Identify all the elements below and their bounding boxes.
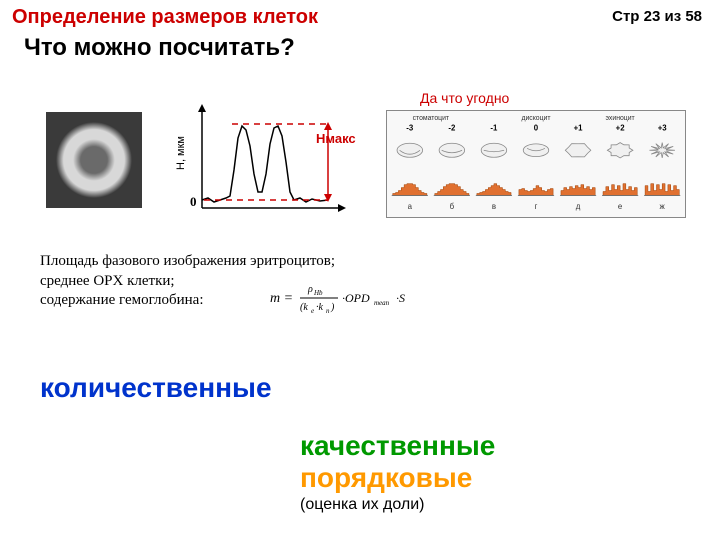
- svg-text:0: 0: [190, 194, 197, 209]
- svg-text:): ): [330, 302, 335, 313]
- svg-text:е: е: [618, 202, 623, 211]
- height-profile-chart: H, мкм 0: [170, 100, 350, 224]
- slide: Определение размеров клеток Стр 23 из 58…: [0, 0, 720, 540]
- morphology-panel: стоматоцит дискоцит эхиноцит -3 -2 -1 0 +1 +2 +3 а…: [386, 110, 686, 218]
- svg-text:0: 0: [534, 124, 539, 133]
- formula: m = ρ Hb (k e ·k п ) ·OPD mean ·S: [270, 280, 420, 321]
- ordinal-note: (оценка их доли): [300, 496, 425, 514]
- svg-text:ρ: ρ: [307, 284, 313, 295]
- svg-text:эхиноцит: эхиноцит: [606, 115, 636, 122]
- anything-label: Да что угодно: [420, 90, 509, 106]
- svg-text:(k: (k: [300, 302, 308, 313]
- hmax-label: Hмакс: [316, 132, 346, 146]
- svg-text:-3: -3: [406, 124, 414, 133]
- svg-text:п: п: [326, 307, 330, 315]
- svg-text:e: e: [311, 307, 314, 315]
- quantitative-label: количественные: [40, 372, 272, 404]
- svg-text:·k: ·k: [316, 302, 324, 313]
- svg-text:+3: +3: [658, 124, 668, 133]
- svg-text:-2: -2: [448, 124, 456, 133]
- svg-text:в: в: [492, 202, 496, 211]
- svg-text:H, мкм: H, мкм: [175, 136, 187, 170]
- svg-text:·OPD: ·OPD: [342, 291, 370, 305]
- cell-microscopy-image: [46, 112, 142, 208]
- svg-text:+1: +1: [574, 124, 584, 133]
- header-title: Определение размеров клеток: [12, 6, 318, 29]
- svg-text:Hb: Hb: [313, 289, 323, 297]
- svg-text:ж: ж: [660, 202, 666, 211]
- svg-text:m =: m =: [270, 291, 293, 306]
- svg-text:mean: mean: [374, 299, 390, 307]
- qualitative-label: качественные: [300, 430, 495, 462]
- subtitle: Что можно посчитать?: [24, 34, 295, 62]
- svg-text:+2: +2: [616, 124, 626, 133]
- svg-text:б: б: [450, 202, 455, 211]
- svg-text:а: а: [408, 202, 413, 211]
- desc-line-1: Площадь фазового изображения эритроцитов…: [40, 252, 335, 272]
- svg-text:-1: -1: [490, 124, 498, 133]
- page-counter: Стр 23 из 58: [612, 8, 702, 25]
- svg-text:д: д: [576, 202, 581, 211]
- svg-text:г: г: [535, 202, 538, 211]
- svg-text:·S: ·S: [396, 291, 405, 305]
- ordinal-label: порядковые: [300, 462, 472, 494]
- svg-text:стоматоцит: стоматоцит: [413, 115, 450, 122]
- svg-text:дискоцит: дискоцит: [521, 115, 551, 122]
